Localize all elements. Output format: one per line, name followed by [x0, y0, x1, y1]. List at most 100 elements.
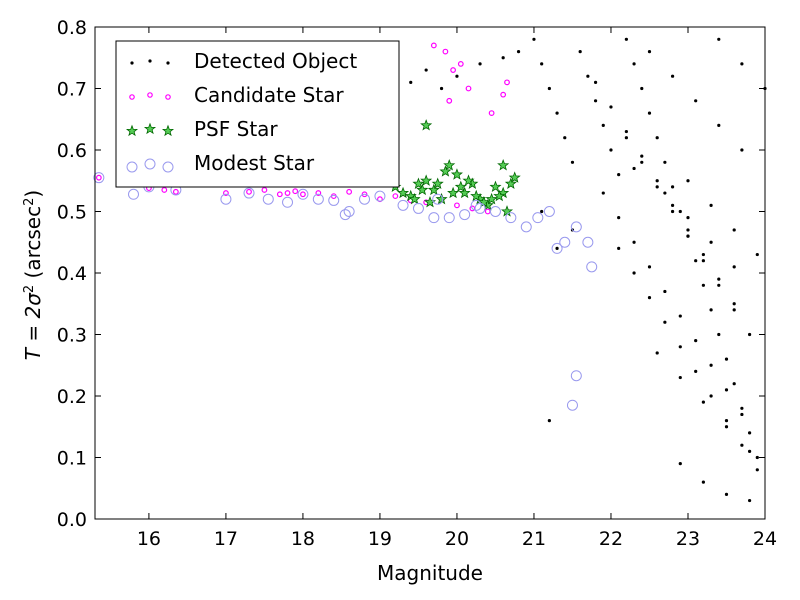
- y-tick-label: 0.6: [57, 140, 87, 162]
- psf-star-point: [439, 165, 452, 177]
- modest-star-point: [374, 190, 386, 202]
- x-tick-label: 23: [676, 528, 700, 550]
- detected-object-point: [709, 394, 713, 398]
- psf-star-point: [420, 174, 433, 186]
- detected-object-point: [647, 50, 652, 54]
- detected-object-point: [694, 99, 698, 103]
- detected-object-point: [686, 216, 690, 220]
- modest-star-point: [243, 187, 255, 199]
- detected-object-point: [701, 252, 705, 257]
- modest-star-point: [543, 206, 555, 217]
- psf-star-point: [508, 171, 521, 183]
- detected-object-point: [624, 136, 628, 140]
- detected-object-point: [732, 302, 736, 306]
- detected-object-point: [678, 209, 682, 214]
- modest-star-point: [282, 196, 294, 208]
- modest-star-point: [339, 209, 351, 221]
- detected-object-point: [516, 50, 521, 54]
- detected-object-point: [709, 308, 713, 312]
- detected-object-point: [717, 283, 721, 287]
- detected-object-point: [540, 62, 544, 66]
- detected-object-point: [686, 179, 690, 183]
- y-tick-label: 0.3: [57, 325, 87, 347]
- y-tick-label: 0.7: [57, 79, 87, 101]
- detected-object-point: [701, 283, 705, 287]
- detected-object-point: [747, 449, 752, 453]
- y-axis-label-sup2: 2: [22, 198, 37, 206]
- modest-star-point: [262, 193, 274, 205]
- modest-star-point: [128, 188, 140, 200]
- detected-object-point: [478, 62, 482, 66]
- detected-object-point: [663, 320, 667, 324]
- candidate-star-point: [484, 208, 491, 215]
- detected-object-point: [601, 123, 605, 127]
- psf-star-point: [423, 195, 437, 208]
- detected-object-point: [740, 148, 744, 152]
- psf-star-point: [489, 180, 502, 193]
- detected-object-point: [655, 351, 659, 355]
- detected-object-point: [624, 37, 628, 41]
- star-icon: [161, 124, 175, 137]
- detected-object-point: [740, 443, 744, 447]
- psf-star-point: [447, 186, 460, 199]
- detected-object-point: [717, 332, 721, 337]
- x-tick-label: 19: [368, 528, 392, 550]
- detected-object-point: [678, 345, 682, 349]
- detected-object-point: [624, 129, 628, 134]
- detected-object-point: [670, 209, 675, 214]
- candidate-star-point: [261, 187, 268, 193]
- modest-star-point: [220, 193, 232, 205]
- y-tick-label: 0.0: [57, 509, 87, 531]
- detected-object-point: [740, 62, 744, 66]
- candidate-star-point: [346, 188, 353, 195]
- legend-candidate-marker: [129, 92, 171, 100]
- candidate-star-point: [488, 110, 495, 116]
- detected-object-point: [724, 419, 729, 423]
- legend-detected-label: Detected Object: [194, 49, 357, 73]
- detected-object-point: [439, 86, 444, 91]
- y-axis-label-sup1: 2: [22, 285, 37, 293]
- candidate-star-point: [246, 188, 252, 195]
- detected-object-point: [732, 228, 736, 232]
- detected-object-point: [578, 50, 582, 54]
- detected-object-point: [724, 357, 729, 361]
- detected-object-point: [593, 80, 598, 84]
- detected-object-point: [647, 296, 652, 300]
- detected-object-point: [670, 203, 675, 207]
- psf-star-point: [408, 192, 421, 205]
- detected-object-point: [724, 388, 729, 392]
- detected-object-point: [694, 259, 698, 263]
- detected-object-point: [717, 277, 721, 281]
- detected-object-point: [563, 136, 567, 140]
- detected-object-point: [640, 160, 644, 164]
- detected-object-point: [724, 492, 729, 496]
- modest-star-point: [443, 212, 455, 224]
- star-icon: [125, 124, 139, 137]
- detected-object-point: [655, 185, 659, 189]
- candidate-star-point: [276, 191, 283, 198]
- detected-object-point: [617, 216, 621, 220]
- detected-object-point: [732, 265, 736, 269]
- detected-object-point: [647, 265, 652, 269]
- x-tick-label: 24: [753, 528, 777, 550]
- modest-star-point: [559, 236, 571, 248]
- modest-star-point: [566, 399, 578, 411]
- candidate-star-point: [161, 187, 168, 193]
- legend: Detected Object Candidate Star PSF Star …: [115, 40, 400, 188]
- psf-star-point: [462, 174, 475, 186]
- legend-detected-marker: [130, 59, 170, 65]
- detected-object-point: [424, 68, 428, 72]
- y-axis-label-prefix: T = 2σ: [21, 292, 45, 360]
- detected-object-point: [709, 203, 713, 207]
- detected-object-point: [701, 480, 705, 484]
- detected-object-point: [501, 56, 505, 60]
- detected-object-point: [732, 308, 736, 312]
- legend-candidate-label: Candidate Star: [194, 83, 344, 107]
- plot-points: [93, 37, 767, 503]
- y-axis: 0.0 0.1 0.2 0.3 0.4 0.5 0.6 0.7 0.8: [57, 17, 765, 531]
- candidate-star-point: [500, 91, 507, 98]
- detected-object-point: [732, 382, 736, 386]
- modest-star-point: [312, 193, 324, 205]
- detected-object-point: [617, 246, 621, 250]
- modest-star-point: [428, 212, 440, 224]
